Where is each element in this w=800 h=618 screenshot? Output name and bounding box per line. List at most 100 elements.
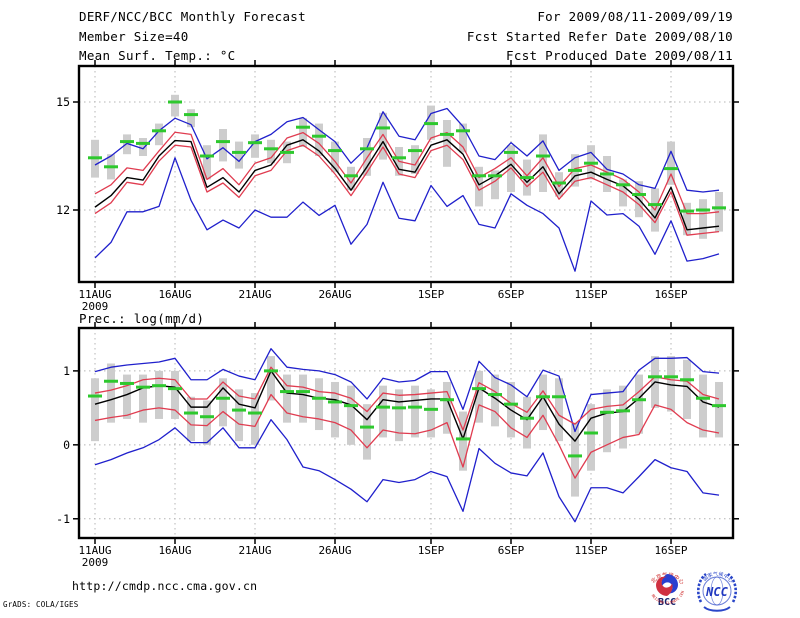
temp-climatology-range-bar [331,141,339,173]
temp-frame [77,64,735,284]
prec-xtick-sublabel: 2009 [82,556,109,569]
temp-xtick-label: 21AUG [238,288,271,301]
temp-climatology-median-dash [232,150,246,154]
prec-climatology-range-bar [251,393,259,445]
temp-climatology-median-dash [152,129,166,133]
page-title: DERF/NCC/BCC Monthly Forecast [79,9,306,24]
temp-climatology-median-dash [504,150,518,154]
temp-climatology-range-bar [123,134,131,155]
prec-climatology-median-dash [440,398,454,402]
temp-climatology-range-bar [251,134,259,158]
prec-climatology-range-bar [411,385,419,438]
forecast-range-label: For 2009/08/11-2009/09/19 [537,9,733,24]
prec-ensemble-min [94,419,720,523]
temp-chart-title: Mean Surf. Temp.: °C [79,48,236,63]
ncc-globe-meridian [710,576,724,606]
temp-xtick-label: 6SEP [498,288,525,301]
prec-climatology-median-dash [328,400,342,404]
prec-climatology-median-dash [648,375,662,379]
grads-credit: GrADS: COLA/IGES [3,600,79,609]
temp-climatology-range-bar [539,134,547,192]
prec-climatology-range-bar [491,374,499,427]
prec-climatology-median-dash [408,405,422,409]
prec-climatology-median-dash [600,410,614,414]
prec-climatology-range-bar [587,404,595,471]
refer-date-label: Fcst Started Refer Date 2009/08/10 [466,29,733,44]
temp-climatology-median-dash [88,156,102,160]
temp-xtick-label: 1SEP [418,288,445,301]
prec-climatology-median-dash [216,396,230,400]
temp-climatology-range-bar [379,112,387,160]
temp-climatology-median-dash [520,176,534,180]
temp-xtick-label: 16AUG [158,288,191,301]
prec-climatology-median-dash [536,395,550,399]
prec-climatology-range-bar [267,356,275,401]
bcc-swirl-blue [661,574,678,594]
prec-climatology-median-dash [88,394,102,398]
temp-ensemble-min [94,157,720,272]
prec-climatology-median-dash [712,404,726,408]
temp-xtick-label: 11SEP [574,288,607,301]
prec-ytick-label: 0 [63,438,70,452]
prec-ytick-label: -1 [56,512,70,526]
prec-climatology-range-bar [443,381,451,434]
temp-climatology-median-dash [136,141,150,145]
temp-climatology-median-dash [584,161,598,165]
ncc-top-arc-text: 国家气候中心 [702,570,735,584]
prec-climatology-range-bar [699,374,707,438]
temp-climatology-range-bar [187,109,195,128]
prec-climatology-median-dash [568,454,582,458]
temp-climatology-median-dash [328,149,342,153]
temp-climatology-median-dash [280,150,294,154]
prec-climatology-median-dash [344,404,358,408]
temp-climatology-median-dash [200,154,214,158]
prec-climatology-median-dash [248,411,262,415]
prec-climatology-range-bar [235,389,243,442]
temp-climatology-range-bar [667,141,675,185]
prec-climatology-range-bar [155,370,163,419]
ncc-wreath-bottom [703,606,731,612]
bcc-swirl-red [656,576,673,596]
temp-climatology-median-dash [440,132,454,136]
temp-climatology-median-dash [120,140,134,144]
temp-climatology-median-dash [712,206,726,210]
prec-climatology-range-bar [379,385,387,438]
prec-climatology-median-dash [680,378,694,382]
prec-climatology-median-dash [264,369,278,373]
temp-climatology-median-dash [344,174,358,178]
prec-climatology-range-bar [475,370,483,423]
temp-climatology-range-bar [235,141,243,169]
temp-climatology-median-dash [312,134,326,138]
temp-climatology-median-dash [216,140,230,144]
prec-climatology-range-bar [683,359,691,419]
prec-climatology-median-dash [424,407,438,411]
prec-climatology-median-dash [696,396,710,400]
prec-climatology-range-bar [667,356,675,412]
temp-climatology-range-bar [443,120,451,167]
temp-ytick-label: 12 [56,203,70,217]
temp-climatology-range-bar [411,145,419,174]
prec-climatology-median-dash [632,398,646,402]
prec-climatology-range-bar [139,374,147,423]
temp-upper-quartile [94,131,720,215]
temp-climatology-median-dash [296,125,310,129]
prec-xtick-label: 11SEP [574,544,607,557]
prec-climatology-range-bar [171,370,179,419]
temp-ensemble-max [94,107,720,193]
prec-climatology-range-bar [107,363,115,423]
prec-xtick-label: 26AUG [318,544,351,557]
temp-climatology-range-bar [139,138,147,156]
temp-climatology-range-bar [491,170,499,200]
prec-climatology-median-dash [312,396,326,400]
temp-climatology-median-dash [648,203,662,207]
bcc-label: BCC [658,597,676,608]
prec-climatology-range-bar [347,385,355,445]
temp-climatology-median-dash [632,193,646,197]
temp-ytick-label: 15 [56,95,70,109]
temp-lower-quartile [94,144,720,236]
prec-xtick-label: 21AUG [238,544,271,557]
temp-xtick-label: 16SEP [654,288,687,301]
